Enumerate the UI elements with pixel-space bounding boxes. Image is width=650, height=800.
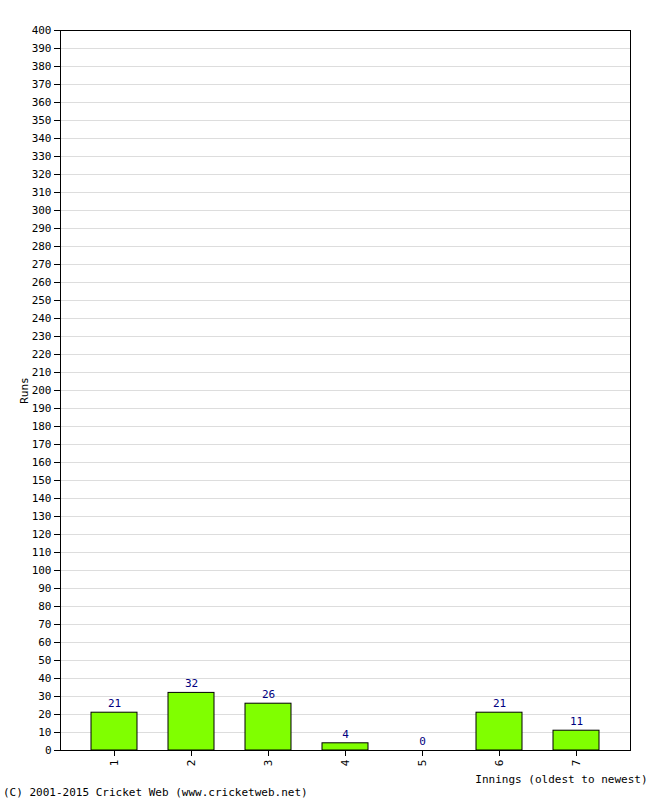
svg-text:140: 140 (32, 492, 52, 505)
svg-text:160: 160 (32, 456, 52, 469)
svg-text:130: 130 (32, 510, 52, 523)
svg-text:320: 320 (32, 168, 52, 181)
svg-text:60: 60 (38, 636, 51, 649)
svg-text:350: 350 (32, 114, 52, 127)
svg-text:50: 50 (38, 654, 51, 667)
svg-text:90: 90 (38, 582, 51, 595)
svg-text:4: 4 (339, 759, 352, 766)
svg-text:190: 190 (32, 402, 52, 415)
svg-text:330: 330 (32, 150, 52, 163)
svg-text:380: 380 (32, 60, 52, 73)
svg-text:7: 7 (570, 760, 583, 767)
svg-text:220: 220 (32, 348, 52, 361)
svg-text:80: 80 (38, 600, 51, 613)
svg-text:70: 70 (38, 618, 51, 631)
svg-text:370: 370 (32, 78, 52, 91)
svg-text:3: 3 (262, 760, 275, 767)
svg-text:170: 170 (32, 438, 52, 451)
svg-text:11: 11 (570, 715, 583, 728)
svg-text:21: 21 (493, 697, 506, 710)
svg-text:400: 400 (32, 24, 52, 37)
svg-text:300: 300 (32, 204, 52, 217)
svg-text:110: 110 (32, 546, 52, 559)
svg-text:Innings (oldest to newest): Innings (oldest to newest) (475, 773, 647, 786)
svg-text:250: 250 (32, 294, 52, 307)
svg-text:200: 200 (32, 384, 52, 397)
svg-text:210: 210 (32, 366, 52, 379)
svg-text:240: 240 (32, 312, 52, 325)
svg-text:30: 30 (38, 690, 51, 703)
svg-text:Runs: Runs (18, 377, 31, 404)
svg-text:180: 180 (32, 420, 52, 433)
svg-text:390: 390 (32, 42, 52, 55)
svg-text:26: 26 (262, 688, 275, 701)
svg-text:260: 260 (32, 276, 52, 289)
svg-text:40: 40 (38, 672, 51, 685)
svg-text:0: 0 (45, 744, 52, 757)
svg-text:270: 270 (32, 258, 52, 271)
svg-text:230: 230 (32, 330, 52, 343)
svg-text:120: 120 (32, 528, 52, 541)
svg-text:32: 32 (185, 677, 198, 690)
svg-text:150: 150 (32, 474, 52, 487)
svg-text:360: 360 (32, 96, 52, 109)
svg-text:20: 20 (38, 708, 51, 721)
svg-text:340: 340 (32, 132, 52, 145)
svg-text:0: 0 (419, 735, 426, 748)
html-text:(C) 2001-2015 Cricket Web (www: (C) 2001-2015 Cricket Web (www.cricketwe… (3, 786, 308, 799)
svg-text:5: 5 (416, 760, 429, 767)
svg-text:6: 6 (493, 760, 506, 767)
svg-text:100: 100 (32, 564, 52, 577)
svg-text:4: 4 (342, 728, 349, 741)
svg-text:10: 10 (38, 726, 51, 739)
svg-text:290: 290 (32, 222, 52, 235)
svg-text:2: 2 (185, 760, 198, 767)
svg-text:1: 1 (108, 760, 121, 767)
svg-text:310: 310 (32, 186, 52, 199)
svg-text:21: 21 (108, 697, 121, 710)
svg-text:280: 280 (32, 240, 52, 253)
